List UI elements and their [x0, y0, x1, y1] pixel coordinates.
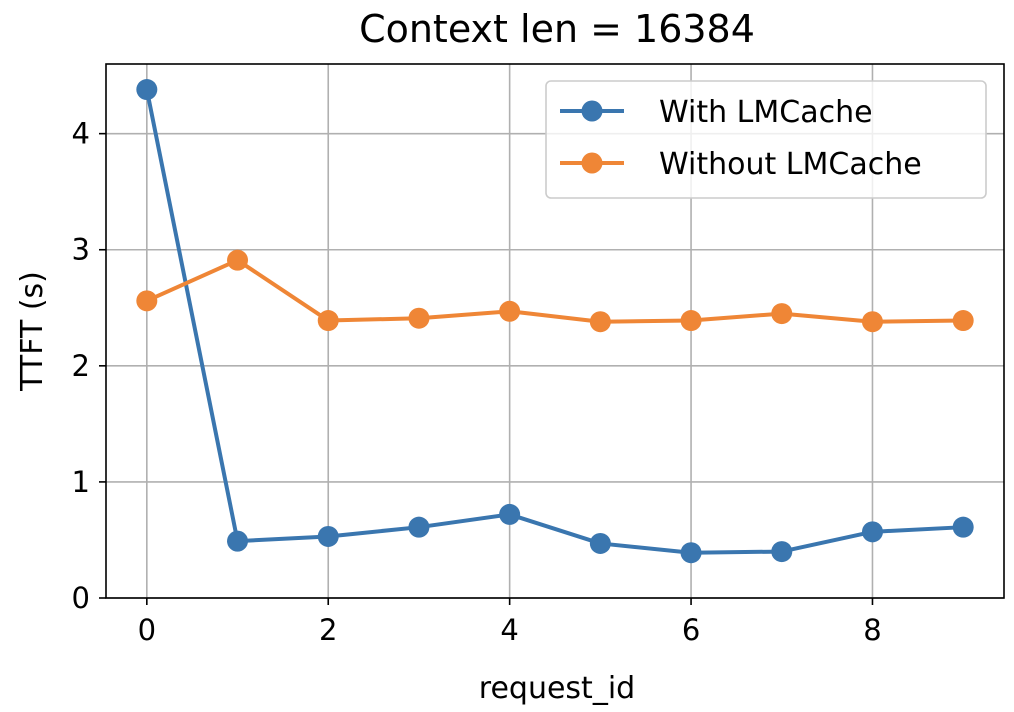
y-tick-label: 2 [72, 349, 90, 383]
data-point-with-lmcache [589, 532, 611, 554]
data-point-with-lmcache [861, 521, 883, 543]
data-point-without-lmcache [136, 290, 158, 312]
y-tick-label: 4 [72, 117, 90, 151]
data-point-without-lmcache [317, 310, 339, 332]
y-tick-label: 3 [72, 233, 90, 267]
data-point-with-lmcache [408, 516, 430, 538]
data-point-with-lmcache [499, 503, 521, 525]
chart-title: Context len = 16384 [359, 7, 755, 51]
legend-label-with-lmcache: With LMCache [659, 95, 873, 130]
x-tick-label: 0 [138, 613, 156, 647]
data-point-without-lmcache [408, 307, 430, 329]
data-point-without-lmcache [952, 310, 974, 332]
legend: With LMCache Without LMCache [545, 80, 987, 199]
legend-label-without-lmcache: Without LMCache [659, 147, 922, 182]
series-layer [136, 79, 974, 564]
series-line-without-lmcache [146, 258, 964, 324]
data-point-without-lmcache [227, 249, 249, 271]
legend-marker-without-lmcache [581, 152, 603, 174]
legend-marker-with-lmcache [581, 100, 603, 122]
data-point-with-lmcache [771, 541, 793, 563]
data-point-with-lmcache [952, 516, 974, 538]
y-tick-label: 1 [72, 465, 90, 499]
data-point-without-lmcache [589, 311, 611, 333]
x-tick-label: 8 [863, 613, 881, 647]
y-tick-label: 0 [72, 581, 90, 615]
data-point-with-lmcache [227, 530, 249, 552]
legend-box [545, 80, 987, 199]
data-point-with-lmcache [136, 79, 158, 101]
data-point-without-lmcache [499, 300, 521, 322]
data-point-with-lmcache [680, 542, 702, 564]
axis-ticks: 0 2 4 6 8 0 1 2 3 4 [72, 117, 882, 647]
x-tick-label: 6 [682, 613, 700, 647]
data-point-without-lmcache [771, 303, 793, 325]
data-point-with-lmcache [317, 525, 339, 547]
data-point-without-lmcache [861, 311, 883, 333]
plot-frame [105, 63, 1005, 599]
x-tick-label: 2 [319, 613, 337, 647]
x-tick-label: 4 [500, 613, 518, 647]
data-point-without-lmcache [680, 310, 702, 332]
series-line-with-lmcache [144, 89, 964, 555]
y-axis-label: TTFT (s) [15, 271, 50, 392]
x-axis-label: request_id [479, 671, 635, 706]
